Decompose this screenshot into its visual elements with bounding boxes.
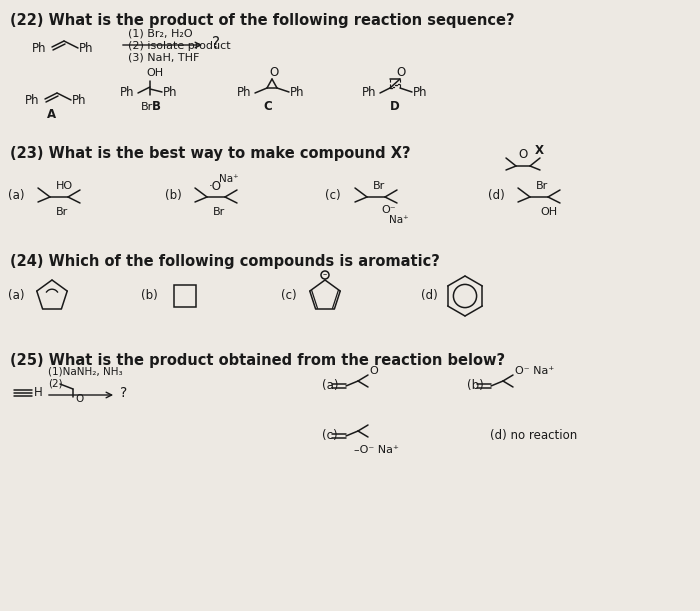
Text: ?: ?	[212, 35, 220, 51]
Text: (24) Which of the following compounds is aromatic?: (24) Which of the following compounds is…	[10, 254, 440, 269]
Text: (25) What is the product obtained from the reaction below?: (25) What is the product obtained from t…	[10, 353, 505, 368]
Text: O: O	[396, 67, 405, 79]
Text: (c): (c)	[325, 189, 341, 202]
Text: (3) NaH, THF: (3) NaH, THF	[128, 53, 200, 63]
Text: Na⁺: Na⁺	[219, 174, 239, 184]
Text: Ph: Ph	[237, 87, 251, 100]
Text: (a): (a)	[322, 379, 339, 392]
Text: (b): (b)	[165, 189, 182, 202]
Text: (a): (a)	[8, 189, 25, 202]
Text: (d): (d)	[488, 189, 505, 202]
Text: (c): (c)	[322, 430, 337, 442]
Text: Br: Br	[373, 181, 385, 191]
Text: OH: OH	[540, 207, 557, 217]
Text: (1) Br₂, H₂O: (1) Br₂, H₂O	[128, 28, 192, 38]
Text: X: X	[535, 144, 544, 158]
Text: Br: Br	[213, 207, 225, 217]
Text: OH: OH	[146, 68, 163, 78]
Text: (a): (a)	[8, 290, 25, 302]
Text: (d): (d)	[421, 290, 438, 302]
Text: (b): (b)	[467, 379, 484, 392]
Text: (2): (2)	[48, 378, 62, 388]
Text: C: C	[263, 100, 272, 114]
Text: ?: ?	[120, 386, 127, 400]
Text: O: O	[369, 366, 378, 376]
Text: –: –	[323, 271, 327, 279]
Text: –O⁻ Na⁺: –O⁻ Na⁺	[354, 445, 399, 455]
Text: Ph: Ph	[120, 87, 134, 100]
Text: Ph: Ph	[32, 43, 46, 56]
Text: A: A	[47, 109, 56, 122]
Bar	[174, 285, 196, 307]
Text: O: O	[75, 394, 83, 404]
Text: D: D	[390, 100, 400, 114]
Text: Br: Br	[56, 207, 69, 217]
Text: Ph: Ph	[72, 93, 87, 106]
Text: H: H	[34, 387, 43, 400]
Text: O: O	[518, 147, 527, 161]
Text: Ph: Ph	[290, 86, 304, 98]
Text: O⁻ Na⁺: O⁻ Na⁺	[515, 366, 554, 376]
Text: B: B	[152, 100, 161, 114]
Text: Br: Br	[536, 181, 548, 191]
Text: Ph: Ph	[362, 87, 377, 100]
Text: ·O: ·O	[209, 180, 222, 192]
Text: Ph: Ph	[25, 95, 39, 108]
Text: O⁻: O⁻	[381, 205, 395, 215]
Text: Br: Br	[141, 102, 153, 112]
Text: O: O	[269, 67, 279, 79]
Text: (b): (b)	[141, 290, 158, 302]
Text: (c): (c)	[281, 290, 297, 302]
Text: (23) What is the best way to make compound X?: (23) What is the best way to make compou…	[10, 146, 411, 161]
Text: (d) no reaction: (d) no reaction	[490, 430, 578, 442]
Text: Ph: Ph	[413, 86, 428, 98]
Text: Ph: Ph	[163, 86, 178, 98]
Text: Na⁺: Na⁺	[389, 215, 409, 225]
Text: Ph: Ph	[79, 42, 94, 54]
Text: HO: HO	[56, 181, 73, 191]
Text: (22) What is the product of the following reaction sequence?: (22) What is the product of the followin…	[10, 13, 514, 28]
Text: (2) isolate product: (2) isolate product	[128, 41, 230, 51]
Text: (1)NaNH₂, NH₃: (1)NaNH₂, NH₃	[48, 366, 122, 376]
